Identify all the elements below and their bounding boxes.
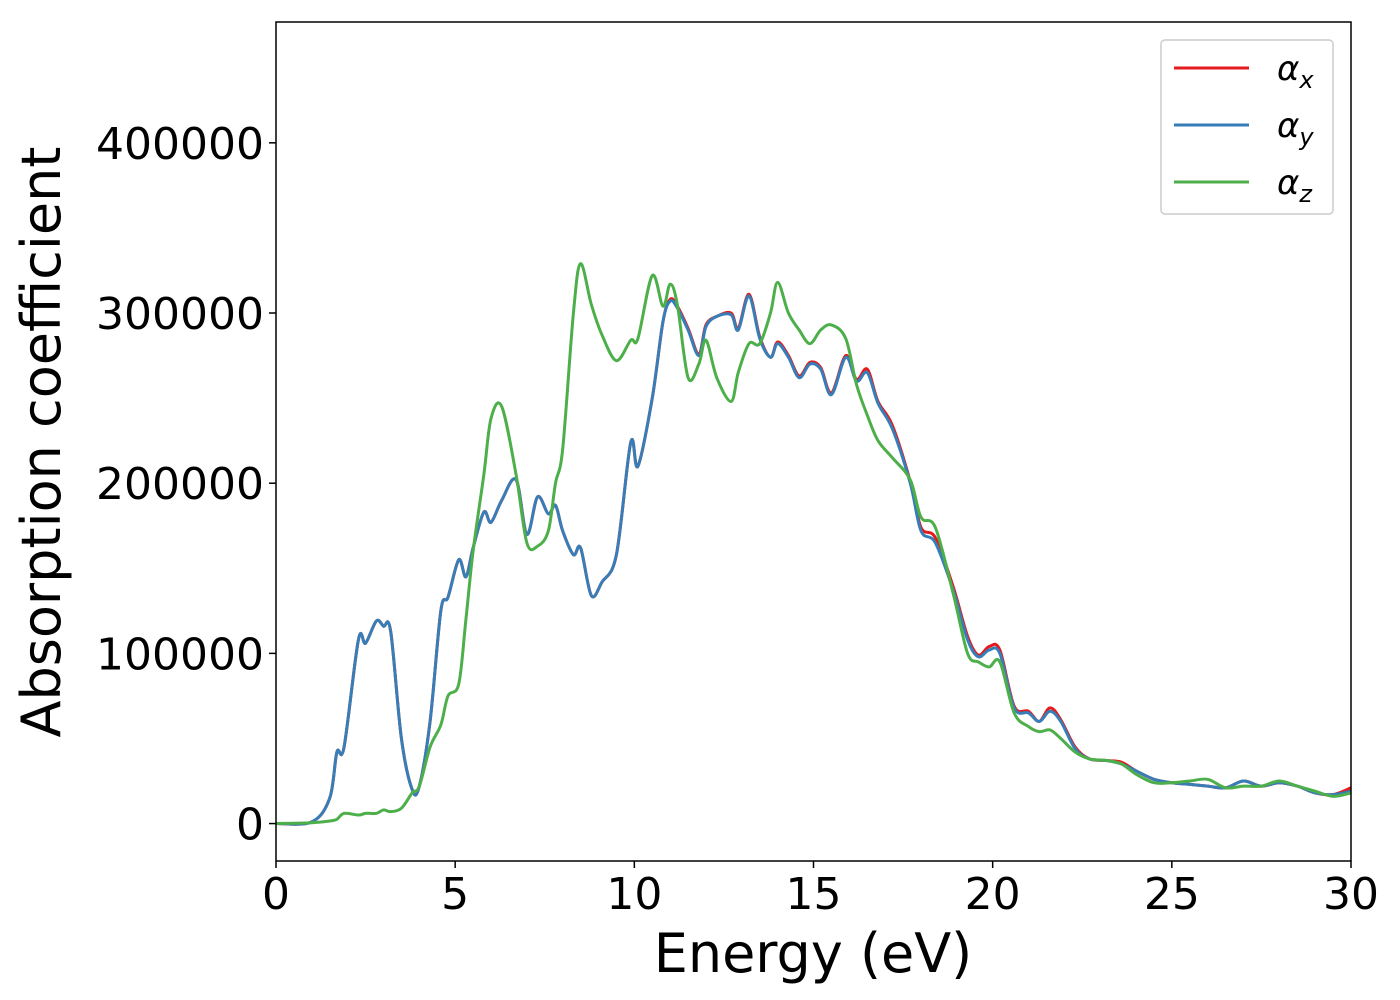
x-tick-label: 5 xyxy=(441,869,469,920)
plot-frame xyxy=(275,21,1352,862)
x-tick-label: 0 xyxy=(262,869,290,920)
y-tick-label: 300000 xyxy=(96,289,264,340)
y-tick-label: 200000 xyxy=(96,459,264,510)
legend-label: αy xyxy=(1277,106,1314,151)
y-tick-label: 0 xyxy=(236,800,264,851)
x-tick-label: 15 xyxy=(786,869,842,920)
line xyxy=(276,262,1351,826)
legend-box xyxy=(1160,39,1334,215)
x-tick-label: 30 xyxy=(1323,869,1379,920)
y-axis-label: Absorption coefficient xyxy=(10,147,73,738)
y-tick-label: 400000 xyxy=(96,119,264,170)
x-tick-label: 25 xyxy=(1144,869,1200,920)
x-axis-label: Energy (eV) xyxy=(654,922,973,985)
y-tick-label: 100000 xyxy=(96,629,264,680)
legend-label: αz xyxy=(1277,163,1313,208)
x-tick-label: 20 xyxy=(965,869,1021,920)
legend-label: αx xyxy=(1277,49,1314,94)
x-tick-label: 10 xyxy=(606,869,662,920)
